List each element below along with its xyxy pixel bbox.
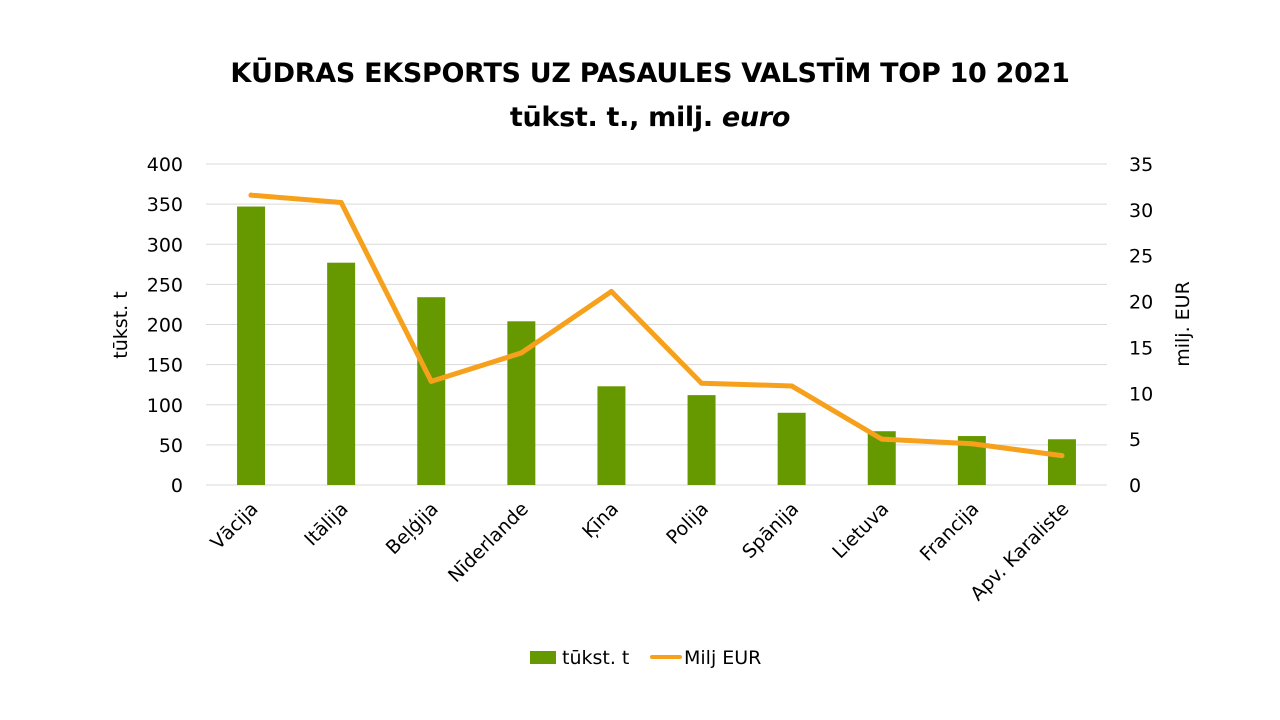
- line-point: [338, 200, 344, 206]
- left-tick-label: 100: [147, 395, 183, 417]
- legend-bar-swatch: [530, 651, 556, 664]
- left-tick-label: 200: [147, 315, 183, 337]
- category-label: Lietuva: [828, 498, 893, 563]
- bar: [687, 395, 716, 485]
- category-label: Ķīna: [578, 498, 623, 543]
- category-label: Itālija: [300, 498, 352, 550]
- line-point: [428, 378, 434, 384]
- line-point: [699, 380, 705, 386]
- line-point: [518, 350, 524, 356]
- right-tick-label: 15: [1129, 337, 1153, 359]
- line-point: [608, 288, 614, 294]
- left-axis-ticks: 0 50 100 150 200 250 300 350 400: [147, 154, 183, 497]
- legend-line-label: Milj EUR: [684, 647, 761, 669]
- subtitle-currency: euro: [721, 102, 791, 133]
- right-tick-label: 10: [1129, 383, 1153, 405]
- bar: [237, 206, 266, 485]
- bar-series: [237, 206, 1076, 485]
- gridlines: [206, 163, 1107, 486]
- left-tick-label: 50: [159, 435, 183, 457]
- left-tick-label: 150: [147, 355, 183, 377]
- bar: [417, 297, 446, 485]
- category-labels: Vācija Itālija Beļģija Nīderlande Ķīna Polija…: [207, 498, 1074, 605]
- subtitle-units: tūkst. t., milj.: [509, 102, 722, 133]
- line-point: [969, 441, 975, 447]
- bar: [1047, 439, 1076, 485]
- right-axis-title: milj. EUR: [1172, 281, 1194, 367]
- category-label: Spānija: [738, 498, 803, 563]
- right-tick-label: 0: [1129, 475, 1141, 497]
- right-tick-label: 5: [1129, 429, 1141, 451]
- left-tick-label: 0: [171, 475, 183, 497]
- left-tick-label: 400: [147, 154, 183, 176]
- line-point: [789, 383, 795, 389]
- bar: [777, 412, 806, 485]
- right-tick-label: 25: [1129, 246, 1153, 268]
- line-point: [248, 192, 254, 198]
- right-tick-label: 35: [1129, 154, 1153, 176]
- category-label: Beļģija: [382, 498, 443, 559]
- right-tick-label: 30: [1129, 200, 1153, 222]
- right-tick-label: 20: [1129, 292, 1153, 314]
- left-axis-title: tūkst. t: [110, 291, 132, 358]
- line-series: [248, 192, 1065, 459]
- category-label: Francija: [916, 498, 984, 566]
- bar: [597, 386, 626, 485]
- legend: tūkst. t Milj EUR: [530, 647, 761, 669]
- right-axis-ticks: 0 5 10 15 20 25 30 35: [1129, 154, 1153, 497]
- category-label: Vācija: [207, 498, 263, 554]
- line-path: [248, 192, 1065, 459]
- chart-subtitle: tūkst. t., milj. euro: [0, 96, 1280, 140]
- chart-title: KŪDRAS EKSPORTS UZ PASAULES VALSTĪM TOP …: [230, 58, 1070, 89]
- category-label: Polija: [662, 498, 713, 549]
- category-label: Nīderlande: [444, 498, 533, 587]
- left-tick-label: 250: [147, 274, 183, 296]
- bar: [327, 262, 356, 485]
- line-point: [879, 436, 885, 442]
- left-tick-label: 350: [147, 194, 183, 216]
- left-tick-label: 300: [147, 234, 183, 256]
- line-point: [1059, 453, 1065, 459]
- legend-bar-label: tūkst. t: [562, 647, 629, 669]
